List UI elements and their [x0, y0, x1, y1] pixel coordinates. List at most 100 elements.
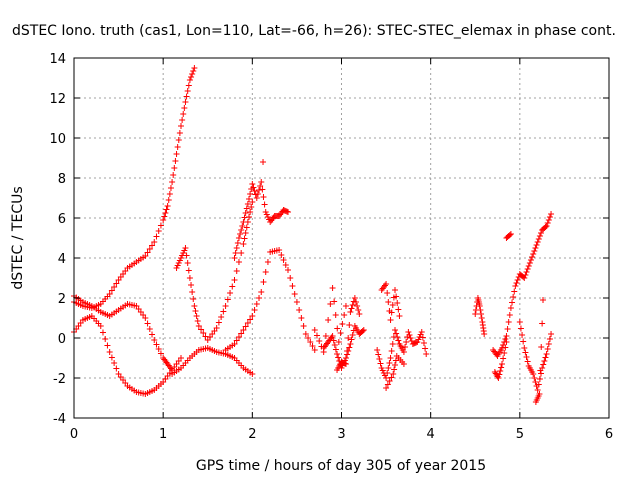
chart-title: dSTEC Iono. truth (cas1, Lon=110, Lat=-6…	[12, 23, 616, 39]
data-point	[330, 337, 337, 344]
data-point	[533, 242, 540, 248]
data-point	[185, 82, 192, 89]
data-point	[359, 328, 366, 334]
data-point	[108, 354, 115, 361]
y-tick-label: 4	[58, 252, 66, 267]
data-point	[499, 361, 505, 367]
data-point	[386, 378, 393, 384]
data-point	[231, 341, 238, 347]
data-point	[331, 298, 338, 305]
data-point	[233, 268, 240, 274]
data-point	[407, 335, 414, 341]
data-point	[184, 88, 191, 94]
data-point	[231, 277, 238, 283]
data-point	[541, 358, 548, 364]
data-point	[392, 362, 398, 368]
data-point	[253, 195, 260, 201]
x-tick-label: 1	[159, 427, 167, 442]
data-point	[227, 290, 234, 296]
data-point	[514, 277, 521, 283]
data-point	[188, 74, 195, 80]
data-point	[178, 123, 184, 129]
data-point	[538, 230, 545, 236]
data-point	[235, 235, 242, 241]
data-point	[334, 351, 341, 357]
data-point	[383, 375, 390, 381]
data-point	[311, 327, 318, 333]
data-point	[188, 282, 195, 288]
data-point	[256, 295, 263, 301]
data-point	[195, 323, 202, 329]
data-point	[193, 313, 200, 319]
data-point	[280, 257, 287, 263]
data-point	[540, 361, 547, 368]
data-point	[144, 249, 151, 256]
data-point	[235, 259, 242, 265]
data-point	[524, 358, 531, 365]
data-point	[229, 283, 236, 290]
data-point	[311, 347, 318, 353]
data-point	[521, 345, 528, 351]
data-point	[189, 71, 196, 77]
data-point	[472, 311, 479, 317]
data-point	[522, 272, 529, 278]
data-point	[537, 367, 544, 374]
data-point	[532, 379, 539, 385]
data-point	[169, 179, 176, 185]
data-point	[540, 297, 547, 303]
data-point	[307, 339, 314, 345]
data-point	[261, 201, 268, 208]
data-point	[144, 320, 151, 327]
data-point	[276, 247, 283, 253]
data-point	[347, 309, 354, 315]
data-point	[106, 291, 113, 297]
data-point	[305, 335, 312, 341]
data-point	[348, 305, 355, 312]
data-point	[222, 303, 229, 309]
data-point	[391, 366, 398, 373]
data-point	[182, 245, 189, 251]
data-point	[418, 329, 425, 335]
data-point	[390, 371, 397, 377]
data-point	[384, 381, 391, 388]
data-point	[113, 280, 120, 287]
data-point	[543, 351, 550, 357]
data-point	[511, 288, 518, 295]
data-point	[157, 350, 164, 357]
data-point	[476, 303, 483, 309]
data-point	[422, 345, 429, 352]
data-point	[183, 93, 190, 100]
data-point	[220, 308, 227, 315]
data-point	[374, 347, 381, 353]
data-point	[232, 250, 239, 256]
data-point	[530, 251, 537, 257]
data-point	[242, 323, 249, 330]
data-point	[523, 269, 530, 275]
data-point	[344, 348, 351, 354]
data-point	[510, 294, 517, 300]
data-point	[544, 220, 551, 226]
data-point	[293, 299, 300, 305]
data-point	[506, 312, 513, 318]
data-point	[149, 331, 156, 338]
data-point	[331, 342, 338, 348]
data-point	[346, 344, 353, 351]
x-tick-label: 3	[337, 427, 345, 442]
data-point	[320, 349, 327, 355]
data-point	[542, 354, 549, 361]
data-point	[313, 332, 320, 339]
data-point	[420, 340, 427, 346]
data-point	[113, 365, 120, 372]
x-tick-label: 6	[605, 427, 613, 442]
data-point	[405, 329, 412, 335]
data-point	[520, 338, 527, 345]
data-point	[164, 203, 171, 209]
data-point	[298, 315, 305, 321]
data-point	[536, 391, 543, 397]
data-point	[355, 307, 362, 313]
data-point	[194, 318, 201, 324]
data-point	[258, 179, 265, 185]
data-point	[477, 307, 484, 313]
data-point	[531, 375, 538, 381]
